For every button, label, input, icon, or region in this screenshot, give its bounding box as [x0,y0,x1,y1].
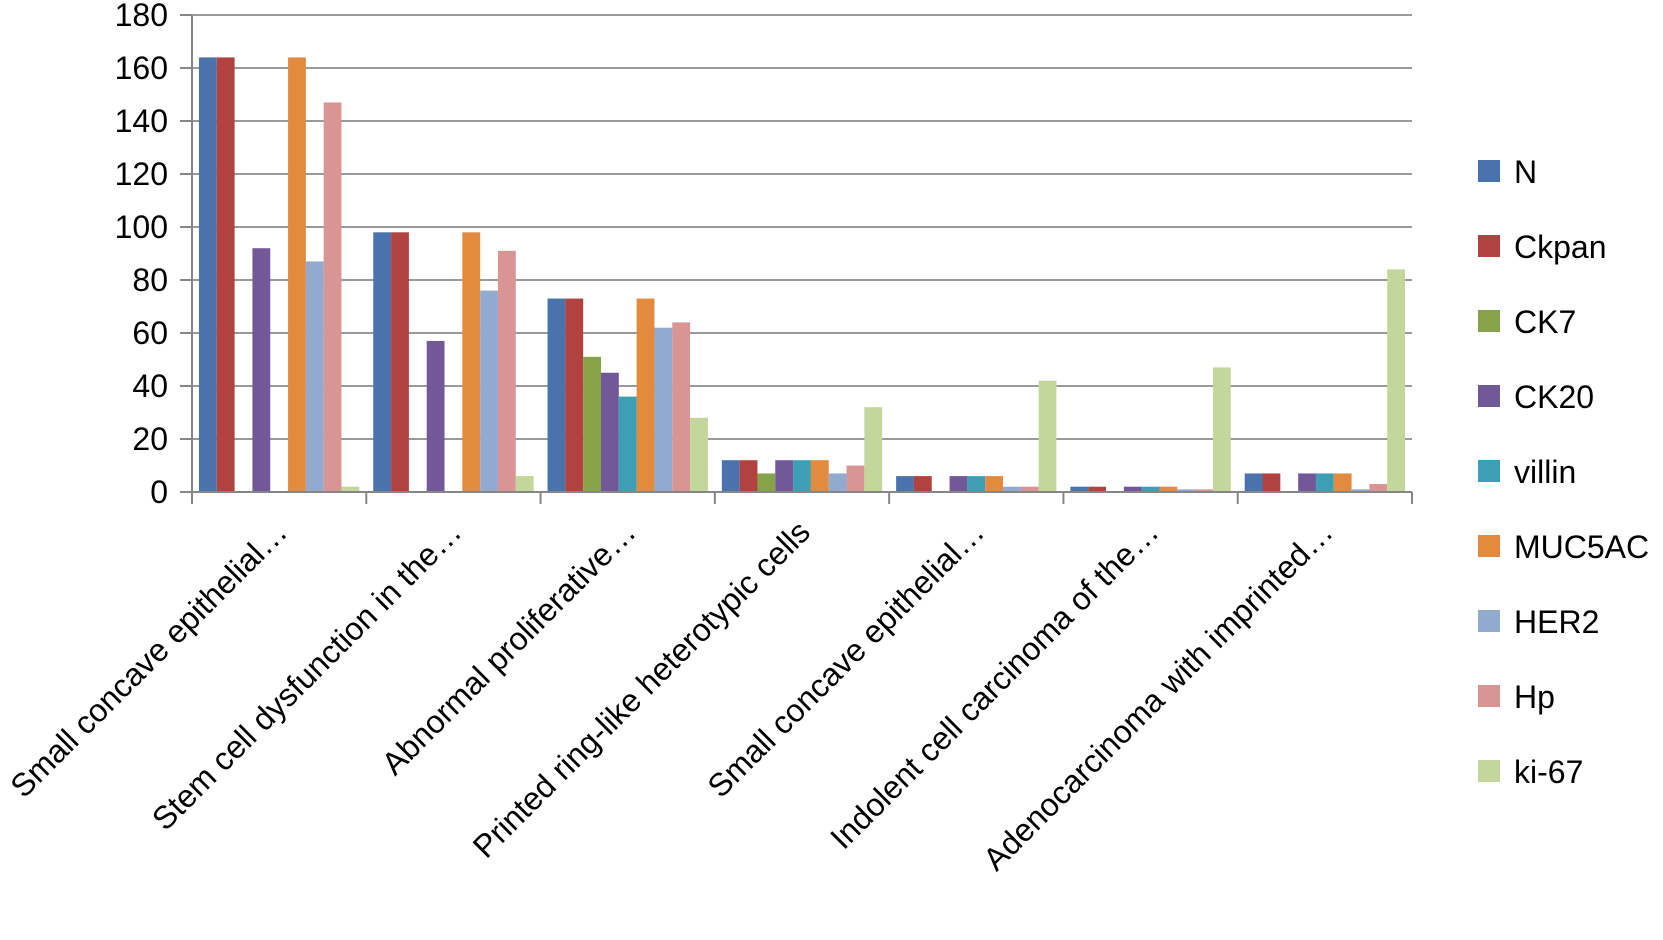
bar-n [547,298,566,492]
bar-villin [1141,486,1160,492]
legend-label: Ckpan [1514,229,1607,265]
bar-n [198,57,217,493]
legend-label: ki-67 [1514,754,1583,790]
bar-ck7 [757,473,776,492]
y-tick-label: 20 [132,421,168,457]
bar-ckpan [1262,473,1281,492]
legend-swatch [1478,160,1500,182]
bar-ck20 [426,340,445,492]
category-label: Adenocarcinoma with imprinted… [976,513,1340,877]
bar-ki-67 [341,486,360,492]
y-tick-label: 0 [150,474,168,510]
bar-villin [1315,473,1334,492]
bar-muc5ac [1159,486,1178,492]
bar-muc5ac [462,232,481,493]
category-label: Printed ring-like heterotypic cells [466,513,817,864]
legend-swatch [1478,760,1500,782]
bar-ck20 [252,248,271,492]
bar-n [1244,473,1263,492]
bar-ki-67 [515,476,534,492]
bars [198,57,1406,493]
legend-swatch [1478,535,1500,557]
bar-ck20 [775,460,794,492]
category-label: Small concave epithelial… [3,513,294,804]
bar-ckpan [1088,486,1107,492]
bar-her2 [1003,486,1021,492]
bar-hp [497,250,516,492]
bar-muc5ac [985,476,1004,492]
bar-her2 [305,261,324,492]
bar-ck20 [1123,486,1142,492]
bar-n [721,460,740,492]
bar-n [1070,486,1089,492]
category-labels: Small concave epithelial…Stem cell dysfu… [3,513,1340,877]
legend-label: HER2 [1514,604,1599,640]
bar-muc5ac [810,460,829,492]
legend-swatch [1478,385,1500,407]
bar-ck20 [1298,473,1316,492]
bar-ck7 [583,356,601,492]
bar-her2 [654,327,673,492]
bar-her2 [1351,489,1370,492]
legend-label: N [1514,154,1537,190]
y-tick-label: 60 [132,315,168,351]
y-tick-label: 40 [132,368,168,404]
y-tick-label: 100 [115,209,168,245]
bar-villin [793,460,811,492]
category-label: Indolent cell carcinoma of the… [823,513,1165,855]
bar-hp [1195,489,1213,492]
bar-her2 [1177,489,1196,492]
bar-n [896,476,914,492]
bar-ckpan [913,476,932,492]
category-label: Stem cell dysfunction in the… [145,513,469,837]
legend-label: MUC5AC [1514,529,1649,565]
legend-swatch [1478,460,1500,482]
legend-swatch [1478,235,1500,257]
x-axis [191,491,1413,504]
legend-label: villin [1514,454,1576,490]
bar-ki-67 [1387,269,1406,492]
legend-swatch [1478,310,1500,332]
legend: N Ckpan CK7 CK20 villin MUC5AC HER2 Hp ki-67 [1478,154,1649,790]
bar-ckpan [739,460,758,492]
bar-ki-67 [864,407,883,492]
legend-swatch [1478,610,1500,632]
y-tick-label: 80 [132,262,168,298]
legend-label: CK7 [1514,304,1576,340]
bar-her2 [828,473,847,492]
legend-swatch [1478,685,1500,707]
category-label: Small concave epithelial… [700,513,991,804]
bar-muc5ac [288,57,306,493]
bar-ki-67 [1212,367,1231,492]
bar-ki-67 [690,417,708,492]
bar-muc5ac [1333,473,1352,492]
bar-ck20 [600,372,619,492]
legend-label: Hp [1514,679,1555,715]
bar-hp [846,465,865,492]
y-tick-label: 180 [115,0,168,33]
bar-hp [323,102,342,492]
bar-villin [618,396,637,492]
y-tick-label: 120 [115,156,168,192]
bar-hp [1020,486,1039,492]
bar-ck20 [949,476,968,492]
y-tick-label: 160 [115,50,168,86]
bar-muc5ac [636,298,655,492]
bar-n [373,232,392,493]
bar-ckpan [391,232,409,493]
bar-ckpan [565,298,584,492]
y-tick-label: 140 [115,103,168,139]
y-axis-ticks: 0 20 40 60 80 100 120 140 160 180 [115,0,193,510]
bar-villin [967,476,986,492]
bar-hp [672,322,691,492]
bar-ki-67 [1038,380,1057,492]
legend-label: CK20 [1514,379,1594,415]
bar-ckpan [216,57,235,493]
bar-her2 [480,290,498,492]
bar-hp [1369,484,1388,492]
